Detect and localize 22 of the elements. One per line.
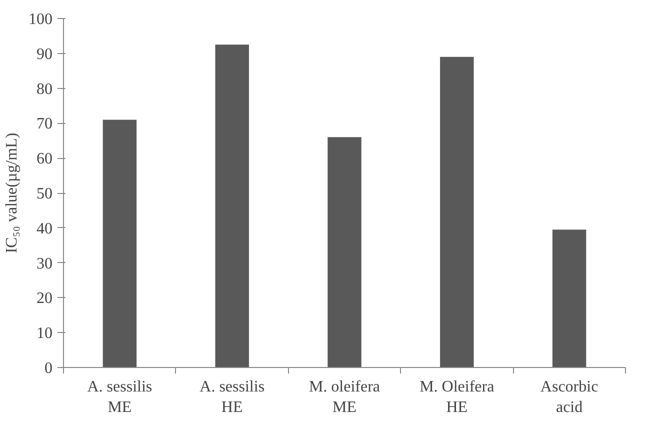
- y-tick-label: 0: [44, 360, 52, 377]
- x-tick-label: A. sessilis HE: [200, 378, 265, 416]
- x-tick-label: M. oleifera ME: [308, 378, 380, 416]
- y-tick-label: 40: [36, 220, 52, 238]
- y-tick-label: 90: [36, 46, 52, 63]
- bar: [215, 44, 249, 368]
- y-tick-label: 10: [36, 325, 52, 342]
- y-axis-title: IC₅₀ value(µg/mL): [4, 132, 20, 254]
- y-tick-label: 30: [36, 255, 52, 272]
- y-tick-label: 80: [36, 80, 52, 98]
- bar: [102, 120, 137, 368]
- x-tick-label: M. Oleifera HE: [420, 378, 494, 416]
- y-tick-label: 100: [28, 11, 52, 28]
- y-tick-label: 50: [36, 186, 52, 202]
- y-tick-label: 60: [36, 150, 52, 168]
- x-tick-label: Ascorbic acid: [540, 378, 598, 416]
- bar: [328, 137, 362, 368]
- y-tick-label: 20: [36, 290, 52, 308]
- bar: [552, 230, 586, 368]
- bar: [440, 56, 474, 368]
- y-tick-label: 70: [36, 116, 52, 133]
- x-tick-label: A. sessilis ME: [87, 378, 152, 416]
